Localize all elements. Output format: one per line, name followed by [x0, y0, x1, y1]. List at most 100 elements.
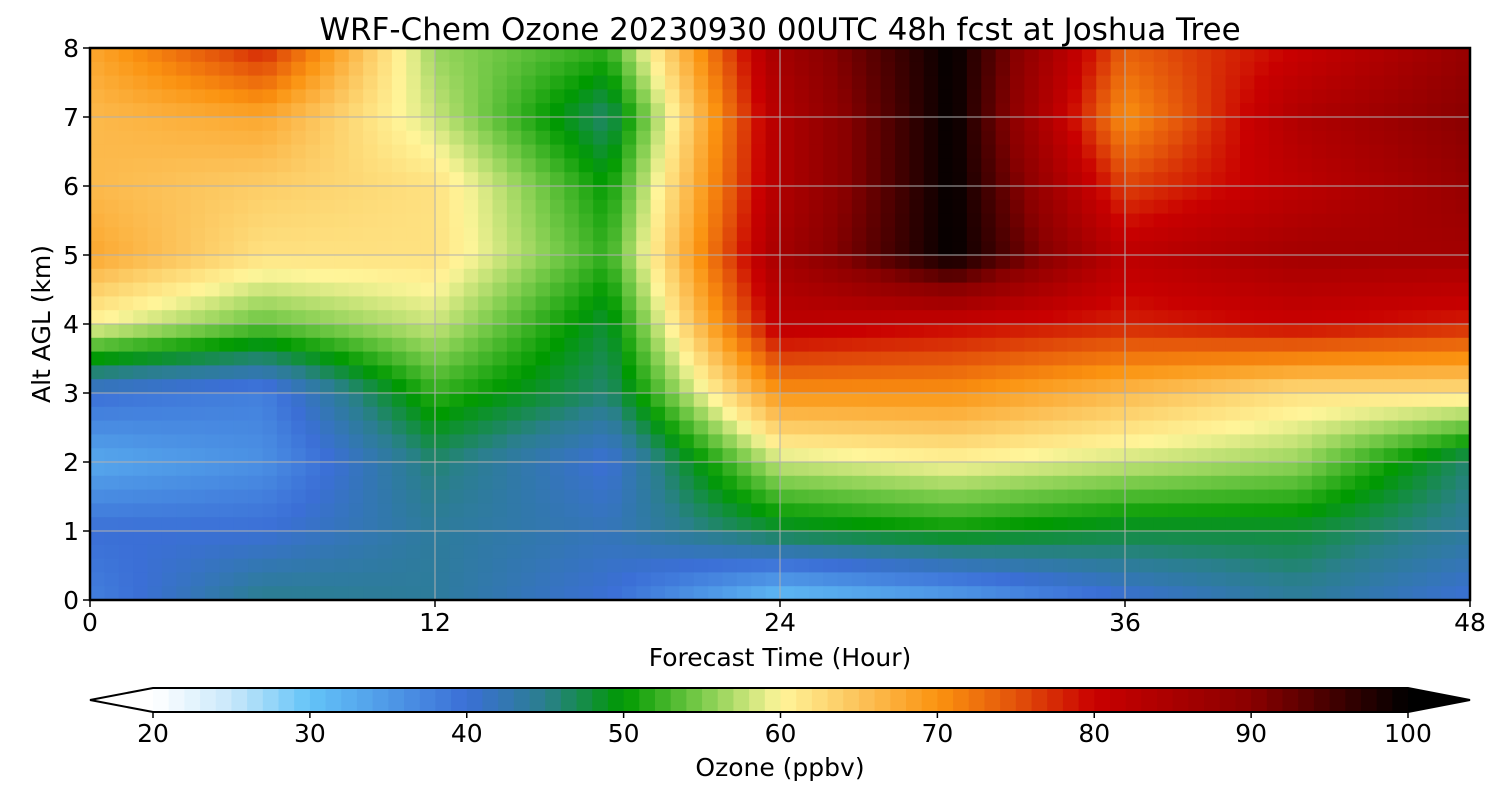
heatmap-cell — [564, 517, 580, 532]
heatmap-cell — [1240, 365, 1255, 380]
heatmap-cell — [406, 117, 422, 132]
heatmap-cell — [578, 186, 594, 201]
heatmap-cell — [190, 531, 206, 546]
heatmap-cell — [320, 255, 335, 270]
heatmap-cell — [1153, 393, 1169, 408]
heatmap-cell — [334, 517, 350, 532]
heatmap-cell — [305, 324, 321, 339]
heatmap-cell — [133, 172, 149, 187]
heatmap-cell — [794, 365, 810, 380]
heatmap-cell — [1441, 268, 1457, 284]
heatmap-cell — [895, 462, 910, 477]
heatmap-cell — [1010, 296, 1025, 311]
heatmap-cell — [478, 572, 494, 587]
heatmap-cell — [535, 531, 551, 546]
heatmap-cell — [90, 117, 105, 132]
heatmap-cell — [1196, 296, 1212, 311]
heatmap-cell — [449, 406, 465, 422]
heatmap-cell — [693, 448, 709, 463]
heatmap-cell — [420, 117, 436, 132]
heatmap-cell — [1053, 517, 1069, 532]
heatmap-cell — [1110, 103, 1126, 118]
heatmap-cell — [895, 531, 910, 546]
heatmap-cell — [176, 462, 192, 477]
heatmap-cell — [147, 544, 163, 560]
heatmap-cell — [320, 503, 335, 518]
heatmap-cell — [1383, 117, 1399, 132]
heatmap-cell — [176, 475, 192, 491]
colorbar-segment — [655, 688, 672, 712]
heatmap-cell — [765, 310, 781, 325]
heatmap-cell — [952, 213, 968, 228]
heatmap-cell — [851, 75, 867, 90]
heatmap-cell — [334, 144, 350, 159]
heatmap-cell — [1211, 130, 1227, 146]
heatmap-cell — [133, 199, 149, 215]
heatmap-cell — [722, 544, 738, 560]
heatmap-cell — [1268, 172, 1284, 187]
heatmap-cell — [1240, 393, 1255, 408]
heatmap-cell — [190, 517, 206, 532]
heatmap-cell — [765, 517, 781, 532]
heatmap-cell — [334, 558, 350, 573]
heatmap-cell — [722, 503, 738, 518]
heatmap-cell — [765, 144, 781, 159]
heatmap-cell — [1038, 558, 1054, 573]
heatmap-cell — [708, 158, 724, 173]
heatmap-cell — [147, 48, 163, 63]
heatmap-cell — [262, 268, 278, 284]
heatmap-cell — [420, 462, 436, 477]
heatmap-cell — [808, 406, 824, 422]
heatmap-cell — [248, 158, 264, 173]
heatmap-cell — [535, 393, 551, 408]
heatmap-cell — [765, 227, 781, 242]
heatmap-cell — [1110, 89, 1126, 104]
heatmap-cell — [650, 75, 666, 90]
heatmap-cell — [463, 268, 479, 284]
colorbar-tick-label: 100 — [1384, 719, 1432, 748]
heatmap-cell — [564, 268, 580, 284]
heatmap-cell — [1412, 379, 1428, 394]
heatmap-cell — [751, 282, 767, 297]
heatmap-cell — [895, 158, 910, 173]
heatmap-cell — [880, 558, 896, 573]
heatmap-cell — [133, 406, 149, 422]
heatmap-cell — [895, 434, 910, 449]
heatmap-cell — [291, 572, 307, 587]
heatmap-cell — [1110, 213, 1126, 228]
heatmap-cell — [506, 393, 522, 408]
heatmap-cell — [578, 75, 594, 90]
heatmap-cell — [981, 227, 997, 242]
heatmap-cell — [463, 227, 479, 242]
heatmap-cell — [535, 475, 551, 491]
heatmap-cell — [636, 393, 652, 408]
heatmap-cell — [1311, 365, 1327, 380]
heatmap-cell — [1441, 144, 1457, 159]
heatmap-cell — [823, 282, 839, 297]
heatmap-cell — [463, 434, 479, 449]
colorbar-segment — [811, 688, 829, 712]
heatmap-cell — [205, 199, 220, 215]
heatmap-cell — [248, 531, 264, 546]
heatmap-cell — [1398, 310, 1414, 325]
heatmap-cell — [808, 572, 824, 587]
heatmap-cell — [1240, 75, 1255, 90]
heatmap-cell — [334, 379, 350, 394]
heatmap-cell — [1240, 282, 1255, 297]
heatmap-cell — [391, 544, 407, 560]
heatmap-cell — [564, 89, 580, 104]
y-tick-label: 0 — [63, 586, 79, 615]
heatmap-cell — [1369, 130, 1385, 146]
heatmap-cell — [808, 186, 824, 201]
heatmap-cell — [1182, 572, 1198, 587]
heatmap-cell — [765, 475, 781, 491]
heatmap-cell — [133, 393, 149, 408]
heatmap-cell — [478, 310, 494, 325]
heatmap-cell — [808, 379, 824, 394]
heatmap-cell — [1240, 130, 1255, 146]
heatmap-cell — [1311, 61, 1327, 77]
heatmap-cell — [1110, 158, 1126, 173]
heatmap-cell — [564, 531, 580, 546]
heatmap-cell — [276, 158, 292, 173]
heatmap-cell — [1340, 434, 1356, 449]
